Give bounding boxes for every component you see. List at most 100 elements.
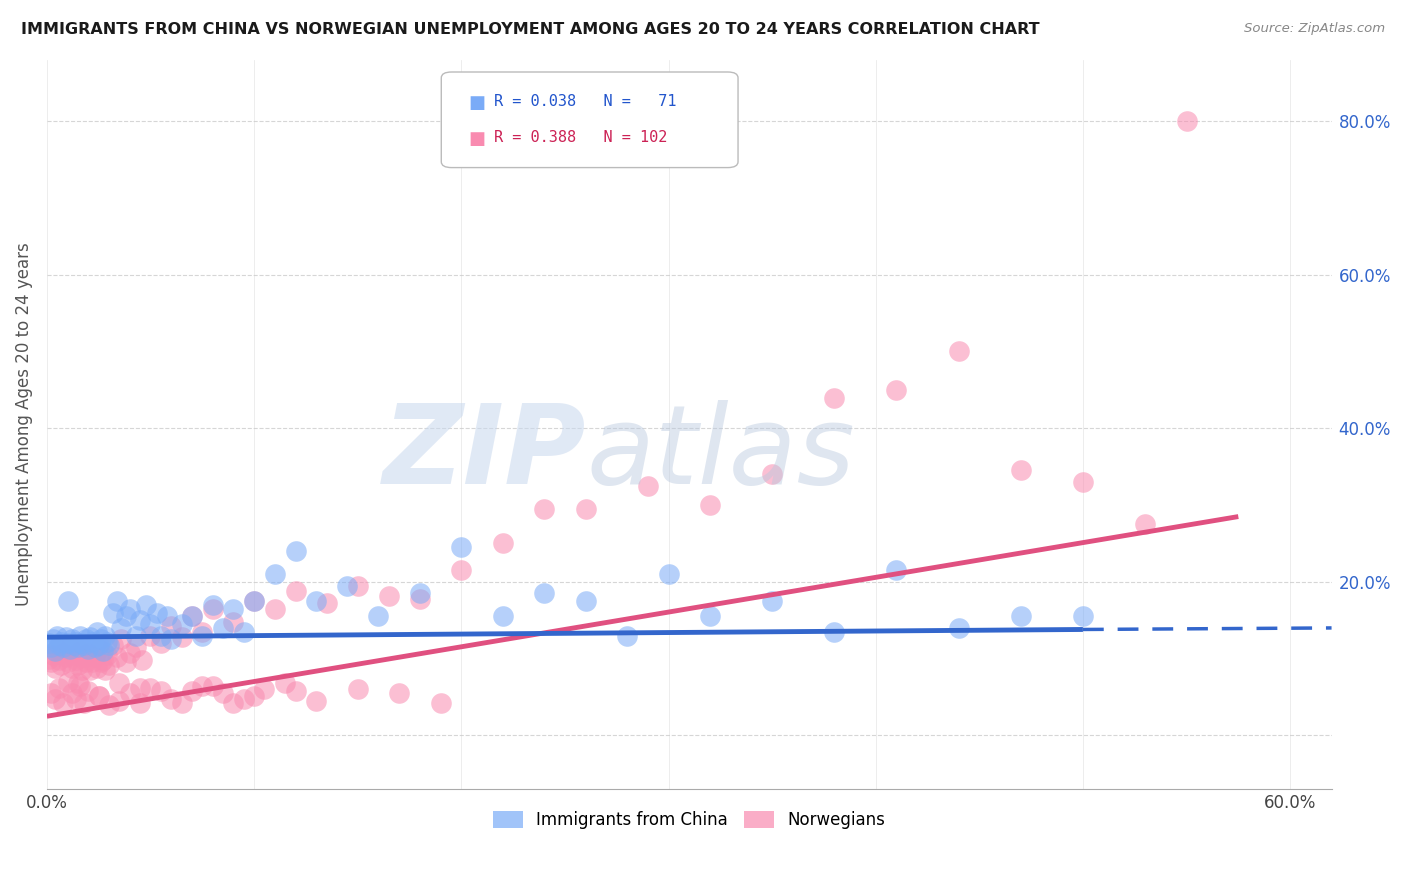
Point: [94, 629, 117, 643]
Point: [336, 579, 359, 593]
Point: [52, 696, 75, 710]
Point: [42, 632, 65, 647]
Point: [114, 609, 136, 624]
Point: [65, 691, 87, 706]
Point: [91, 653, 114, 667]
Point: [48, 638, 70, 652]
Point: [388, 686, 411, 700]
Point: [263, 601, 285, 615]
Point: [948, 621, 970, 635]
Point: [346, 682, 368, 697]
Point: [75, 656, 97, 670]
Point: [96, 634, 118, 648]
Point: [409, 591, 432, 606]
Point: [79, 663, 101, 677]
Point: [66, 657, 89, 672]
Point: [533, 586, 555, 600]
Point: [39, 640, 62, 654]
Point: [284, 544, 307, 558]
Point: [56, 636, 79, 650]
Point: [73, 696, 96, 710]
Point: [450, 563, 472, 577]
Point: [145, 606, 167, 620]
Point: [761, 594, 783, 608]
Point: [110, 621, 132, 635]
Point: [118, 686, 141, 700]
Y-axis label: Unemployment Among Ages 20 to 24 years: Unemployment Among Ages 20 to 24 years: [15, 243, 32, 607]
Point: [533, 502, 555, 516]
Text: R = 0.038   N =   71: R = 0.038 N = 71: [494, 94, 676, 109]
Point: [129, 696, 152, 710]
Point: [315, 596, 337, 610]
Point: [38, 651, 60, 665]
Point: [118, 646, 141, 660]
Point: [51, 657, 73, 672]
Point: [129, 613, 152, 627]
Point: [131, 653, 153, 667]
Point: [65, 634, 87, 648]
Point: [160, 619, 183, 633]
Point: [575, 594, 598, 608]
Point: [90, 632, 112, 647]
Point: [55, 630, 77, 644]
Point: [1071, 475, 1094, 489]
Point: [212, 686, 235, 700]
Point: [823, 624, 845, 639]
Point: [450, 541, 472, 555]
Point: [108, 676, 131, 690]
Point: [66, 676, 89, 690]
Point: [114, 656, 136, 670]
Point: [170, 630, 193, 644]
Point: [59, 640, 82, 654]
FancyBboxPatch shape: [441, 72, 738, 168]
Point: [51, 634, 73, 648]
Point: [657, 567, 679, 582]
Point: [83, 650, 105, 665]
Point: [42, 648, 65, 662]
Point: [65, 653, 87, 667]
Point: [82, 656, 104, 670]
Text: IMMIGRANTS FROM CHINA VS NORWEGIAN UNEMPLOYMENT AMONG AGES 20 TO 24 YEARS CORREL: IMMIGRANTS FROM CHINA VS NORWEGIAN UNEMP…: [21, 22, 1039, 37]
Point: [139, 617, 162, 632]
Point: [492, 536, 515, 550]
Point: [346, 579, 368, 593]
Point: [52, 640, 75, 654]
Point: [55, 650, 77, 665]
Point: [98, 638, 121, 652]
Point: [263, 567, 285, 582]
Point: [149, 684, 172, 698]
Point: [79, 630, 101, 644]
Point: [699, 609, 721, 624]
Point: [243, 689, 266, 703]
Point: [125, 629, 148, 643]
Point: [87, 689, 110, 703]
Text: ■: ■: [468, 130, 485, 148]
Point: [170, 617, 193, 632]
Point: [1071, 609, 1094, 624]
Point: [1175, 114, 1198, 128]
Point: [56, 656, 79, 670]
Point: [139, 681, 162, 695]
Point: [160, 691, 183, 706]
Point: [181, 684, 204, 698]
Point: [129, 681, 152, 695]
Point: [38, 636, 60, 650]
Point: [305, 594, 328, 608]
Point: [222, 601, 245, 615]
Point: [284, 584, 307, 599]
Point: [63, 648, 86, 662]
Point: [156, 609, 179, 624]
Point: [429, 696, 451, 710]
Point: [222, 696, 245, 710]
Point: [98, 698, 121, 712]
Point: [232, 624, 254, 639]
Point: [212, 621, 235, 635]
Text: ZIP: ZIP: [382, 401, 586, 507]
Point: [52, 646, 75, 660]
Point: [367, 609, 389, 624]
Point: [170, 696, 193, 710]
Point: [69, 679, 91, 693]
Point: [77, 646, 100, 660]
Point: [56, 594, 79, 608]
Point: [823, 391, 845, 405]
